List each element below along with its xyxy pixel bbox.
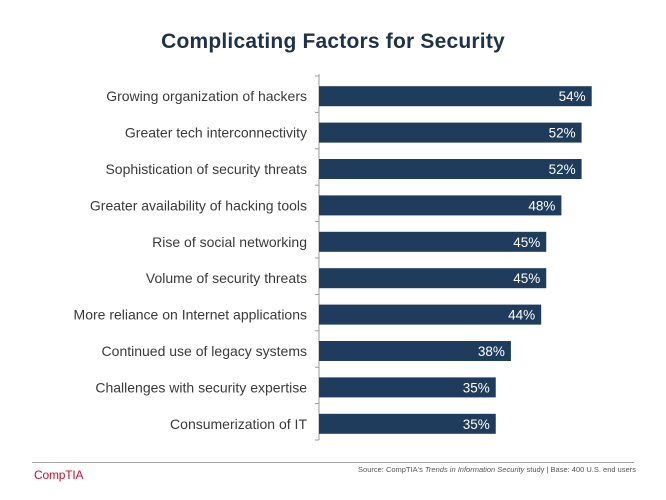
value-label: 54% [559,89,586,104]
bar [319,341,511,361]
bar [319,159,582,179]
category-label: Consumerization of IT [170,416,307,432]
bar [319,304,542,325]
bar [319,268,547,289]
value-label: 44% [508,308,535,323]
bar [319,377,496,398]
bar [319,413,496,434]
value-label: 52% [549,126,576,141]
footer-divider [32,462,634,463]
source-note: Source: CompTIA's Trends in Information … [358,465,636,474]
bar [319,86,592,107]
value-label: 35% [463,380,490,395]
source-suffix: study | Base: 400 U.S. end users [524,465,636,474]
value-label: 45% [513,235,540,250]
category-label: Greater tech interconnectivity [125,125,307,141]
value-label: 48% [528,198,555,213]
comptia-logo: CompTIA [34,468,84,482]
category-label: Growing organization of hackers [106,88,307,104]
category-label: Sophistication of security threats [105,161,307,177]
value-label: 38% [478,344,505,359]
bar [319,195,562,216]
value-label: 45% [513,271,540,286]
category-label: Volume of security threats [146,270,307,286]
category-label: Continued use of legacy systems [102,343,307,359]
category-label: More reliance on Internet applications [74,307,307,323]
source-prefix: Source: CompTIA's [358,465,425,474]
value-label: 35% [463,417,490,432]
value-label: 52% [549,162,576,177]
category-label: Greater availability of hacking tools [90,197,307,213]
category-label: Rise of social networking [152,234,307,250]
bar [319,122,582,143]
category-label: Challenges with security expertise [95,379,307,395]
chart-title: Complicating Factors for Security [161,30,505,53]
source-study-name: Trends in Information Security [424,465,525,474]
bar [319,231,547,252]
